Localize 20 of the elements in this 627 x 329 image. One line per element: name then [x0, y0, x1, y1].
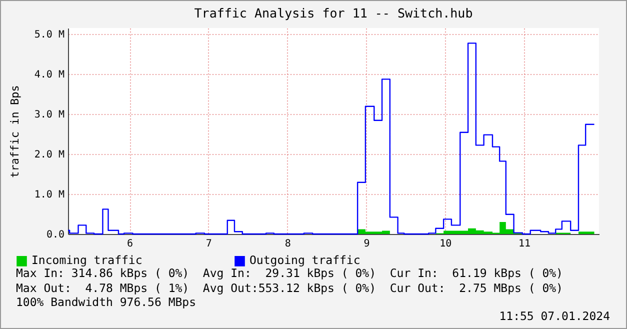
y-tick-label: 5.0 M [34, 30, 64, 40]
text: 11:55 07.01.2024 [499, 309, 610, 323]
y-tick-label: 2.0 M [34, 150, 64, 160]
x-tick-label: 6 [127, 238, 134, 250]
legend-label: Incoming traffic [32, 253, 142, 268]
y-axis-title: traffic in Bps [8, 85, 22, 178]
x-tick-label: 8 [284, 238, 291, 250]
y-tick-label: 1.0 M [34, 190, 64, 200]
x-tick-label: 11 [518, 238, 531, 250]
chart-title: Traffic Analysis for 11 -- Switch.hub [194, 6, 473, 20]
y-tick-label: 4.0 M [34, 70, 64, 80]
x-tick-label: 7 [206, 238, 212, 250]
y-tick-label: 0.0 [46, 230, 64, 240]
x-tick-label: 9 [364, 238, 370, 250]
y-tick-label: 3.0 M [34, 110, 64, 120]
text: Max In: 314.86 kBps ( 0%) Avg In: 29.31 kBps ( 0%) Cur In: 61.19 kBps ( 0%) [16, 266, 563, 280]
text: 100% Bandwidth 976.56 MBps [16, 295, 198, 310]
text: Max Out: 4.78 MBps ( 1%) Avg Out:553.12 kBps ( 0%) Cur Out: 2.75 MBps ( 0%) [16, 280, 563, 295]
legend-label: Outgoing traffic [250, 253, 360, 268]
x-tick-label: 10 [440, 238, 452, 250]
